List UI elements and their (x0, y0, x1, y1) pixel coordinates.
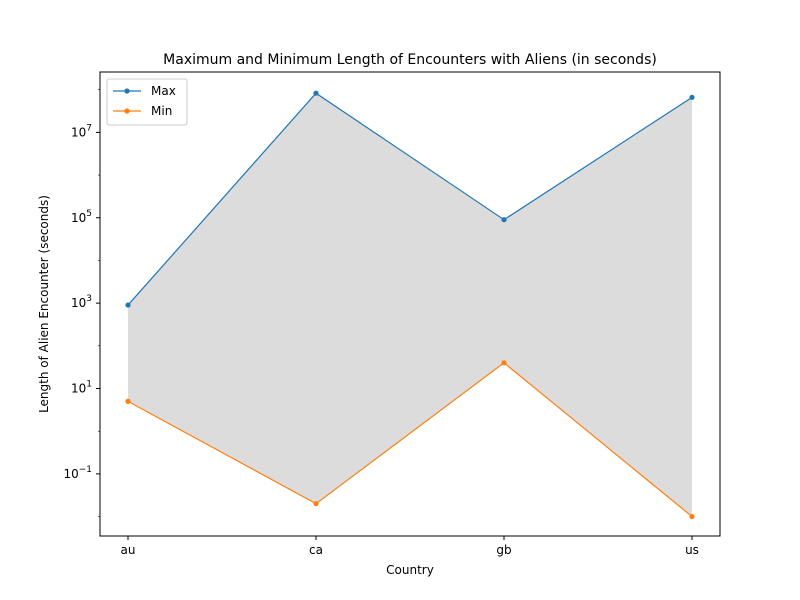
data-point-max-ca (313, 90, 319, 96)
x-tick-label-us: us (685, 543, 699, 557)
chart-title: Maximum and Minimum Length of Encounters… (163, 52, 657, 68)
fill-between-area (128, 93, 692, 517)
series-line-min (127, 362, 693, 518)
x-axis-label: Country (386, 563, 434, 577)
y-tick-base: 10 (71, 381, 86, 395)
y-axis-label: Length of Alien Encounter (seconds) (37, 195, 51, 413)
data-point-max-us (689, 94, 695, 100)
x-axis-ticks: au ca gb us (121, 536, 699, 557)
series-layer (125, 90, 695, 520)
y-tick-label: 103 (71, 294, 92, 310)
legend-label-min: Min (151, 104, 172, 118)
data-point-max-gb (501, 217, 507, 223)
y-tick-exponent: 3 (86, 294, 92, 304)
data-point-min-gb (501, 360, 507, 366)
y-tick-exponent: 5 (86, 209, 92, 219)
y-tick-base: 10 (63, 467, 78, 481)
data-point-min-us (689, 513, 695, 520)
data-point-min-au (125, 398, 131, 404)
y-tick-label: 101 (71, 379, 92, 395)
y-tick-base: 10 (71, 125, 86, 139)
y-tick-exponent: 1 (86, 379, 92, 389)
y-tick-label: 10−1 (63, 465, 92, 481)
y-tick-base: 10 (71, 296, 86, 310)
legend: Max Min (106, 78, 188, 126)
y-tick-base: 10 (71, 211, 86, 225)
y-tick-exponent: −1 (79, 465, 92, 475)
series-line-max (127, 92, 693, 306)
y-tick-exponent: 7 (86, 123, 92, 133)
series-max (125, 90, 695, 308)
plot-frame (99, 71, 721, 537)
legend-marker-max (124, 88, 130, 94)
series-min (125, 360, 695, 520)
data-point-min-ca (313, 501, 319, 507)
x-tick-label-gb: gb (496, 543, 511, 557)
fill-between-polygon (128, 93, 692, 517)
legend-marker-min (124, 108, 130, 114)
y-tick-label: 105 (71, 209, 92, 225)
legend-label-max: Max (151, 84, 176, 98)
y-tick-label: 107 (71, 123, 92, 139)
x-tick-label-ca: ca (309, 543, 323, 557)
x-tick-label-au: au (121, 543, 136, 557)
data-point-max-au (125, 302, 131, 308)
